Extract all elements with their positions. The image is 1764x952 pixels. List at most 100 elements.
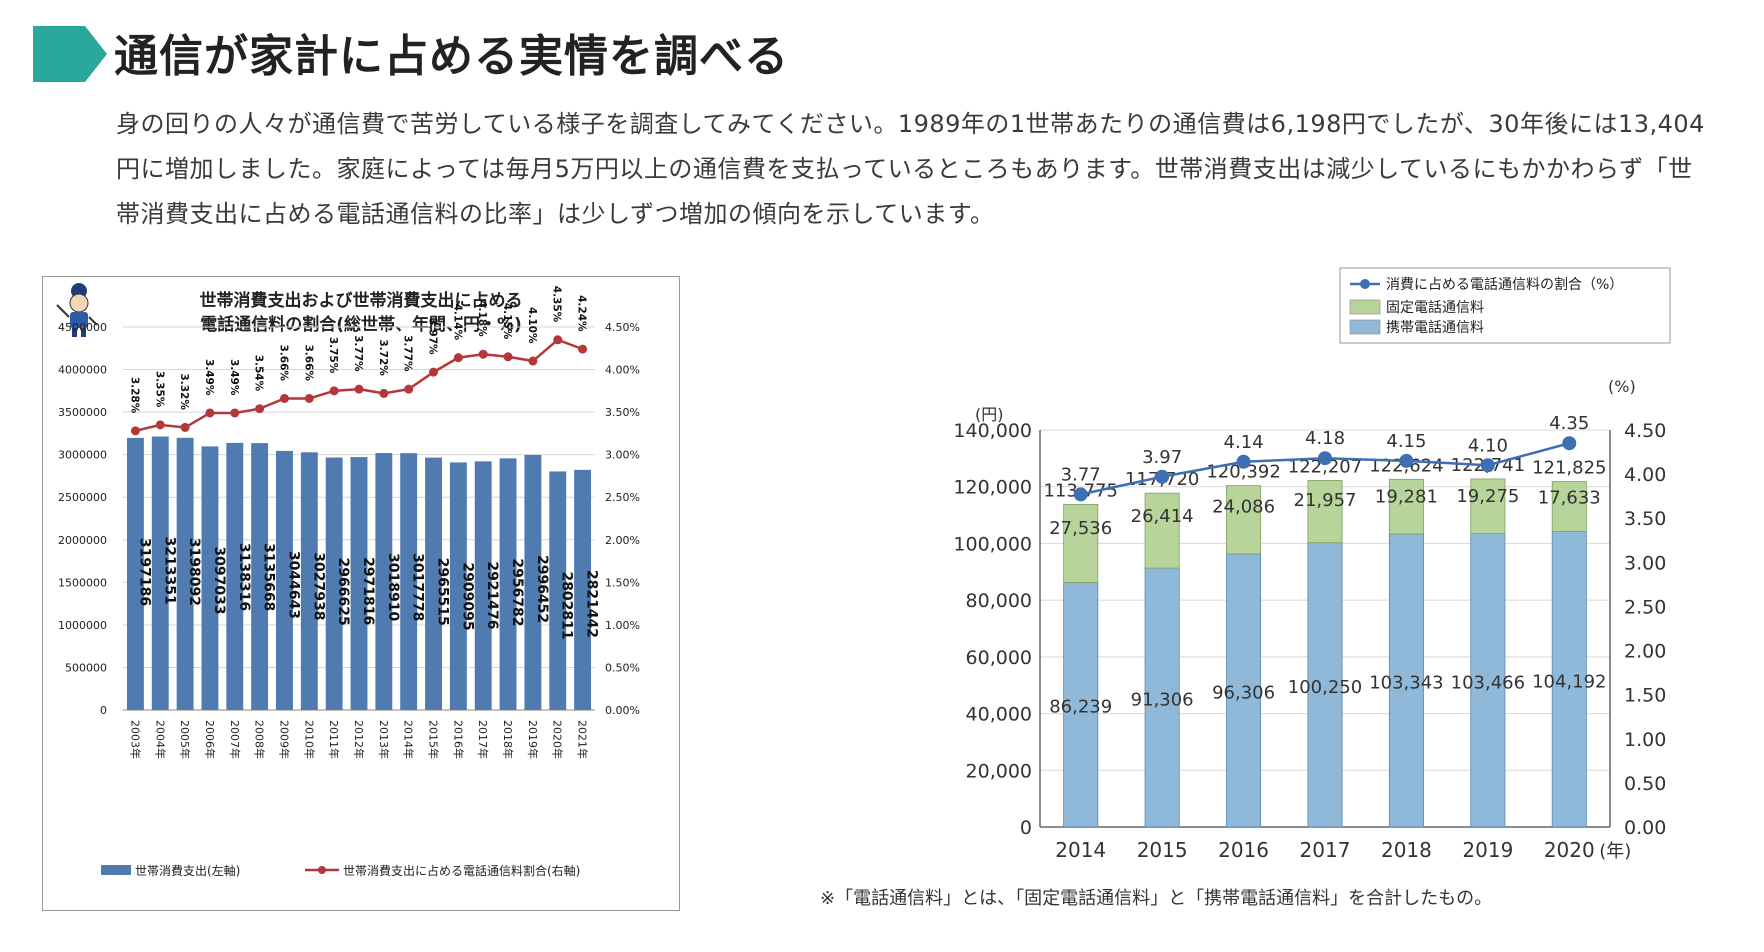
legend-marker-ratio: [318, 866, 326, 874]
legend-label-mobile: 携帯電話通信料: [1386, 319, 1484, 336]
expenditure-bar: [499, 458, 517, 710]
expenditure-bar: [474, 461, 492, 710]
expenditure-bar-label: 3027938: [310, 552, 326, 620]
fixed-charge-bar: [1144, 492, 1180, 569]
y-right-tick-label: 0.50: [1624, 773, 1666, 795]
expenditure-bar: [126, 437, 144, 710]
x-tick-label: 2020: [1544, 838, 1595, 862]
mobile-charge-label: 91,306: [1131, 690, 1194, 711]
y-left-tick-label: 3000000: [58, 449, 107, 462]
expenditure-bar-label: 2802811: [559, 571, 575, 639]
ratio-point-label: 3.75%: [327, 337, 339, 374]
household-expenditure-chart: 世帯消費支出および世帯消費支出に占める 電話通信料の割合(総世帯、年間、円・%) 0…: [42, 276, 680, 911]
expenditure-bar-label: 3198092: [186, 538, 202, 606]
ratio-point: [578, 344, 588, 354]
expenditure-bar: [375, 453, 393, 710]
x-tick-label: 2009年: [277, 720, 291, 759]
fixed-charge-label: 19,275: [1456, 486, 1519, 507]
y-left-tick-label: 3500000: [58, 406, 107, 419]
y-left-tick-label: 2000000: [58, 534, 107, 547]
expenditure-bar-label: 2965515: [435, 558, 451, 626]
y-right-tick-label: 3.00: [1624, 552, 1666, 574]
legend-box: [1339, 267, 1671, 344]
ratio-point: [1155, 469, 1170, 484]
x-tick-label: 2005年: [178, 720, 192, 759]
expenditure-bar-label: 3018910: [385, 553, 401, 621]
legend-label-fixed: 固定電話通信料: [1386, 299, 1484, 316]
y-right-tick-label: 4.00: [1624, 464, 1666, 486]
ratio-point-label: 4.35: [1549, 413, 1589, 434]
x-tick-label: 2021年: [576, 720, 590, 759]
expenditure-bar-label: 3097033: [211, 546, 227, 614]
y-left-tick-label: 120,000: [953, 477, 1032, 499]
intro-paragraph: 身の回りの人々が通信費で苦労している様子を調査してみてください。1989年の1世…: [116, 110, 1705, 228]
x-tick-label: 2018年: [501, 720, 515, 759]
y-left-tick-label: 2500000: [58, 491, 107, 504]
ratio-point: [155, 420, 165, 430]
ratio-point-label: 3.54%: [253, 355, 265, 392]
y-left-tick-label: 0: [100, 704, 107, 717]
fixed-charge-label: 26,414: [1131, 506, 1194, 527]
mobile-charge-bar: [1551, 531, 1587, 828]
expenditure-bar-label: 2966625: [335, 558, 351, 626]
ratio-point: [304, 393, 314, 403]
fixed-charge-bar: [1226, 485, 1262, 555]
expenditure-bar: [549, 471, 567, 710]
ratio-point-label: 3.97%: [427, 318, 439, 355]
ratio-point: [503, 352, 513, 362]
x-tick-label: 2008年: [253, 720, 267, 759]
x-tick-label: 2004年: [153, 720, 167, 759]
y-right-tick-label: 1.00: [1624, 729, 1666, 751]
y-left-unit: (円): [975, 405, 1004, 424]
y-right-tick-label: 4.50: [1624, 420, 1666, 442]
ratio-point-label: 4.18: [1305, 428, 1345, 449]
total-charge-label: 120,392: [1206, 462, 1280, 483]
ratio-point-label: 4.14: [1224, 432, 1264, 453]
mobile-charge-label: 104,192: [1532, 671, 1606, 692]
expenditure-bar: [425, 457, 442, 710]
mobile-charge-bar: [1063, 582, 1099, 828]
expenditure-bar-label: 2921476: [484, 561, 500, 629]
y-right-tick-label: 1.50: [1624, 685, 1666, 707]
ratio-point: [404, 384, 414, 394]
x-tick-label: 2020年: [551, 720, 565, 759]
y-left-tick-label: 40,000: [966, 704, 1032, 726]
page-title: 通信が家計に占める実情を調べる: [114, 31, 789, 82]
legend-label-ratio: 消費に占める電話通信料の割合（%）: [1386, 276, 1623, 293]
ratio-point-label: 3.35%: [153, 371, 165, 408]
expenditure-bar: [176, 437, 194, 710]
chart-title: 世帯消費支出および世帯消費支出に占める: [200, 290, 523, 311]
mascot-icon: [56, 283, 98, 337]
fixed-charge-bar: [1470, 478, 1506, 534]
ratio-point-label: 3.77%: [352, 335, 364, 372]
y-left-tick-label: 140,000: [953, 420, 1032, 442]
ratio-point-label: 4.15: [1386, 431, 1426, 452]
y-left-tick-label: 500000: [65, 661, 107, 674]
y-right-tick-label: 2.50%: [605, 491, 640, 504]
ratio-point: [1236, 454, 1251, 469]
y-right-tick-label: 0.00: [1624, 817, 1666, 839]
legend-swatch-fixed: [1349, 299, 1381, 315]
expenditure-bar-label: 2996452: [534, 555, 550, 623]
ratio-point: [453, 353, 463, 363]
y-right-tick-label: 2.50: [1624, 596, 1666, 618]
mobile-charge-label: 100,250: [1288, 677, 1362, 698]
x-tick-label: 2019: [1462, 838, 1513, 862]
ratio-point-label: 4.35%: [551, 286, 563, 323]
y-left-tick-label: 0: [1020, 817, 1032, 839]
expenditure-bar: [276, 450, 293, 710]
ratio-point-label: 3.77%: [402, 335, 414, 372]
expenditure-bar: [300, 452, 318, 710]
expenditure-bar-label: 3138316: [236, 543, 252, 611]
x-unit-label: (年): [1599, 841, 1631, 862]
mobile-charge-bar: [1388, 533, 1424, 828]
expenditure-bar-label: 3135668: [261, 543, 277, 611]
ratio-point-label: 4.10: [1468, 435, 1508, 456]
y-right-tick-label: 4.50%: [605, 321, 640, 334]
x-tick-label: 2003年: [128, 720, 142, 759]
expenditure-bar: [524, 454, 542, 710]
x-tick-label: 2016: [1218, 838, 1269, 862]
ratio-point: [379, 388, 389, 398]
expenditure-bar: [251, 443, 269, 710]
ratio-point: [230, 408, 240, 418]
